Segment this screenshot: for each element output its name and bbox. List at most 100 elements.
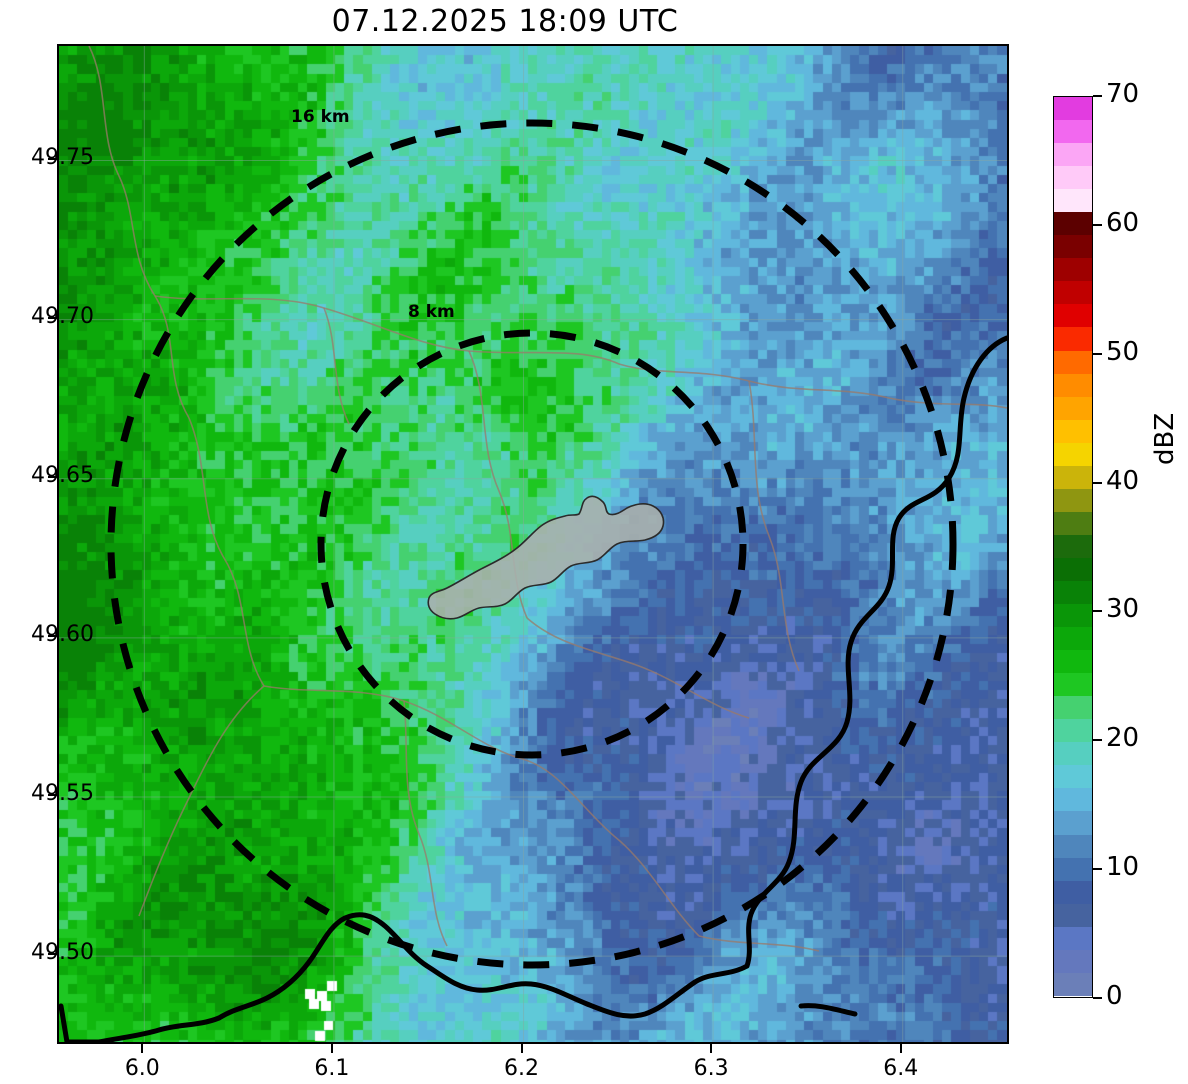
- x-tick-mark: [710, 1044, 713, 1053]
- x-tick-label: 6.0: [124, 1056, 160, 1081]
- colorbar-tick-mark: [1093, 95, 1102, 97]
- y-tick-mark: [48, 793, 57, 796]
- colorbar-band: [1054, 166, 1092, 190]
- colorbar-band: [1054, 650, 1092, 674]
- commune-boundary: [188, 417, 265, 687]
- colorbar-tick-label: 50: [1106, 336, 1140, 367]
- commune-boundary: [518, 757, 700, 937]
- colorbar-band: [1054, 465, 1092, 489]
- y-tick-label: 49.50: [31, 940, 94, 966]
- y-tick-mark: [48, 157, 57, 160]
- x-tick-mark: [330, 1044, 333, 1053]
- colorbar-band: [1054, 604, 1092, 628]
- y-tick-label: 49.55: [31, 780, 94, 806]
- x-tick-mark: [520, 1044, 523, 1053]
- colorbar-band: [1054, 903, 1092, 927]
- colorbar-band: [1054, 765, 1092, 789]
- colorbar-band: [1054, 811, 1092, 835]
- range-ring-16-km: [107, 119, 957, 969]
- y-tick-mark: [48, 475, 57, 478]
- y-tick-label: 49.70: [31, 303, 94, 329]
- colorbar-band: [1054, 488, 1092, 512]
- colorbar-band: [1054, 281, 1092, 305]
- range-ring-8-km: [317, 329, 747, 759]
- colorbar-band: [1054, 719, 1092, 743]
- x-tick-label: 6.4: [883, 1056, 919, 1081]
- colorbar-band: [1054, 235, 1092, 259]
- commune-boundary: [88, 46, 190, 419]
- colorbar-band: [1054, 373, 1092, 397]
- colorbar-band: [1054, 696, 1092, 720]
- y-tick-label: 49.75: [31, 144, 94, 170]
- commune-boundary: [526, 617, 750, 719]
- x-tick-label: 6.2: [504, 1056, 540, 1081]
- commune-boundary: [323, 307, 350, 425]
- colorbar-band: [1054, 143, 1092, 167]
- commune-boundary: [403, 700, 448, 947]
- colorbar-band: [1054, 258, 1092, 282]
- commune-boundary: [618, 363, 1007, 409]
- colorbar-title: dBZ: [1150, 412, 1180, 465]
- colorbar-tick-label: 70: [1106, 79, 1140, 109]
- colorbar-band: [1054, 396, 1092, 420]
- radar-plot-area: [57, 44, 1009, 1044]
- y-tick-mark: [48, 316, 57, 319]
- colorbar-band: [1054, 97, 1092, 121]
- national-border-segment: [798, 1003, 858, 1017]
- x-tick-label: 6.3: [693, 1056, 729, 1081]
- y-tick-label: 49.60: [31, 621, 94, 647]
- x-tick-mark: [899, 1044, 902, 1053]
- commune-boundary: [154, 295, 620, 365]
- colorbar-band: [1054, 120, 1092, 144]
- colorbar-tick-mark: [1093, 610, 1102, 613]
- colorbar-band: [1054, 189, 1092, 213]
- colorbar-tick-mark: [1093, 997, 1102, 999]
- map-overlay-layer: [59, 46, 1007, 1042]
- colorbar-band: [1054, 419, 1092, 443]
- colorbar-band: [1054, 742, 1092, 766]
- colorbar-band: [1054, 880, 1092, 904]
- y-tick-mark: [48, 953, 57, 956]
- range-ring-label: 8 km: [408, 302, 455, 322]
- colorbar-band: [1054, 442, 1092, 466]
- colorbar-tick-label: 0: [1106, 981, 1123, 1011]
- city-boundary-polygon: [427, 495, 665, 620]
- page-title: 07.12.2025 18:09 UTC: [331, 4, 679, 39]
- colorbar-band: [1054, 534, 1092, 558]
- colorbar-band: [1054, 673, 1092, 697]
- colorbar-band: [1054, 304, 1092, 328]
- y-tick-mark: [48, 634, 57, 637]
- national-border-south: [216, 912, 750, 1021]
- colorbar-tick-mark: [1093, 481, 1102, 484]
- colorbar: [1053, 96, 1093, 998]
- colorbar-band: [1054, 788, 1092, 812]
- colorbar-tick-label: 20: [1106, 723, 1140, 754]
- colorbar-band: [1054, 857, 1092, 881]
- colorbar-tick-mark: [1093, 352, 1102, 355]
- national-border-east: [744, 335, 1007, 969]
- colorbar-band: [1054, 926, 1092, 950]
- commune-boundary: [748, 380, 800, 672]
- x-tick-mark: [141, 1044, 144, 1053]
- colorbar-tick-mark: [1093, 739, 1102, 742]
- national-border-southwest: [59, 1003, 222, 1042]
- colorbar-band: [1054, 949, 1092, 973]
- commune-boundary: [138, 685, 265, 917]
- colorbar-band: [1054, 834, 1092, 858]
- colorbar-tick-label: 40: [1106, 465, 1140, 496]
- colorbar-tick-mark: [1093, 223, 1102, 226]
- colorbar-tick-label: 30: [1106, 594, 1140, 625]
- colorbar-tick-label: 10: [1106, 852, 1140, 883]
- commune-boundary: [698, 935, 820, 952]
- colorbar-band: [1054, 327, 1092, 351]
- colorbar-band: [1054, 972, 1092, 996]
- y-tick-label: 49.65: [31, 462, 94, 488]
- x-tick-label: 6.1: [314, 1056, 350, 1081]
- colorbar-band: [1054, 511, 1092, 535]
- range-ring-label: 16 km: [291, 107, 350, 127]
- colorbar-tick-label: 60: [1106, 207, 1140, 238]
- colorbar-band: [1054, 557, 1092, 581]
- colorbar-tick-mark: [1093, 868, 1102, 871]
- colorbar-band: [1054, 580, 1092, 605]
